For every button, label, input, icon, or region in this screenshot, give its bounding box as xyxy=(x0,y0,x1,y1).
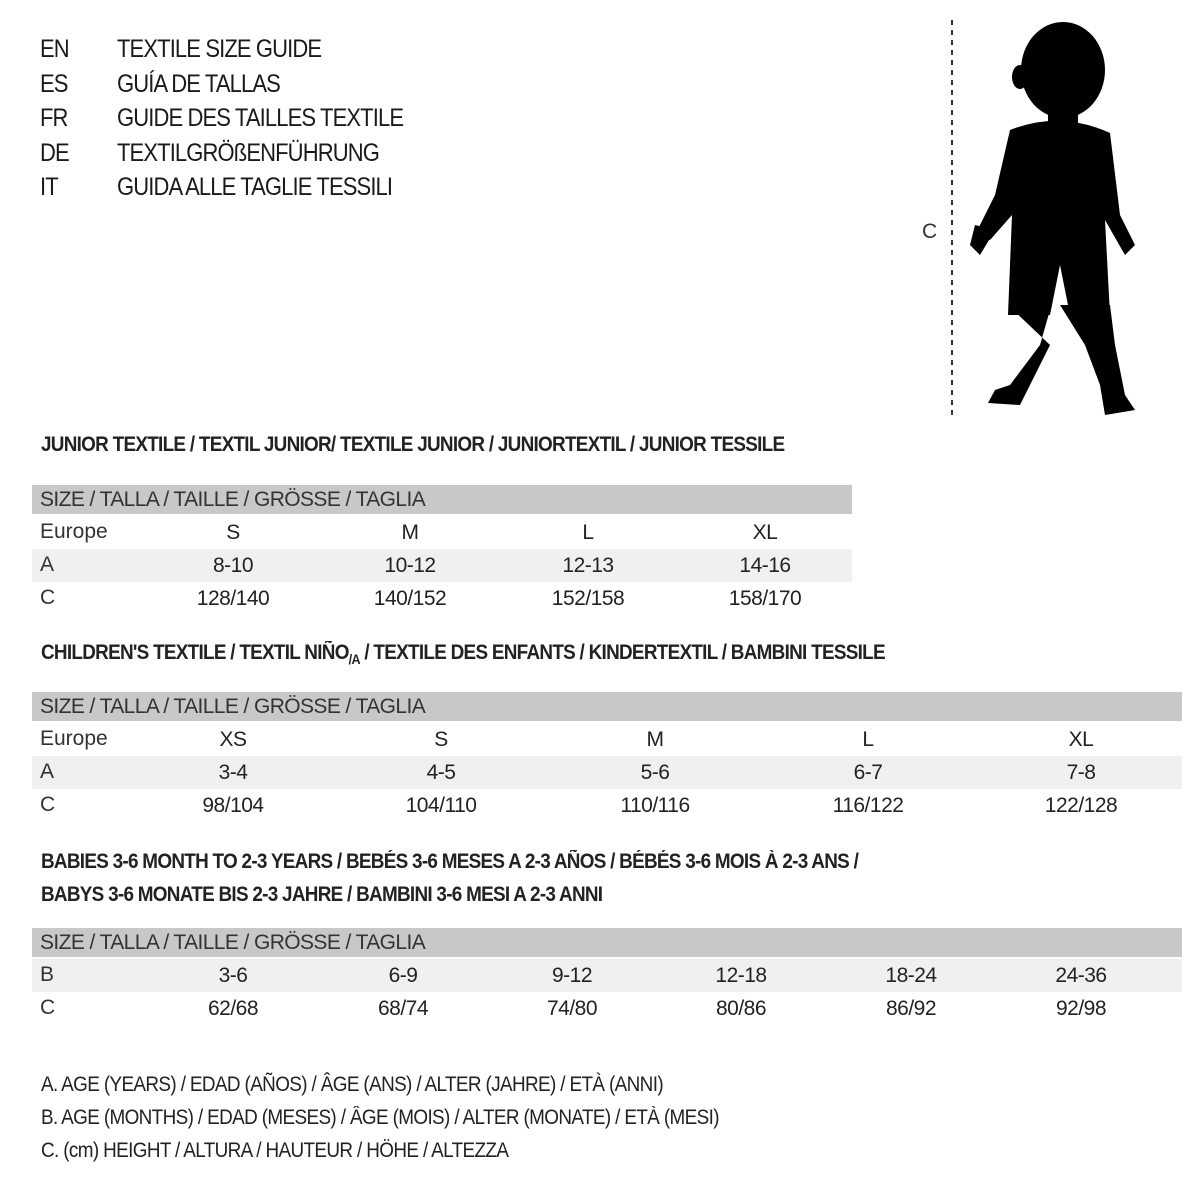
children-heading: CHILDREN'S TEXTILE / TEXTIL NIÑO/A / TEX… xyxy=(41,641,886,668)
table-cell: 8-10 xyxy=(212,554,254,577)
table-cell: S xyxy=(434,728,448,751)
children-heading-text: CHILDREN'S TEXTILE / TEXTIL NIÑO xyxy=(41,641,349,664)
language-code: EN xyxy=(40,35,70,63)
table-row: Europe S M L XL xyxy=(32,516,852,549)
table-cell: L xyxy=(862,728,874,751)
row-label: C xyxy=(40,996,56,1019)
children-size-table: SIZE / TALLA / TAILLE / GRÖSSE / TAGLIA E… xyxy=(32,692,1182,822)
table-cell: 12-13 xyxy=(562,554,614,577)
table-cell: 80/86 xyxy=(715,997,767,1020)
junior-size-table: SIZE / TALLA / TAILLE / GRÖSSE / TAGLIA E… xyxy=(32,485,852,615)
guide-title: GUIDA ALLE TAGLIE TESSILI xyxy=(117,173,393,201)
table-cell: 98/104 xyxy=(202,794,264,817)
table-cell: 6-7 xyxy=(853,761,883,784)
table-row: B 3-6 6-9 9-12 12-18 18-24 24-36 xyxy=(32,959,1182,992)
size-header-row: SIZE / TALLA / TAILLE / GRÖSSE / TAGLIA xyxy=(32,928,1182,957)
babies-size-table: SIZE / TALLA / TAILLE / GRÖSSE / TAGLIA B… xyxy=(32,928,1182,1025)
guide-title: GUIDE DES TAILLES TEXTILE xyxy=(117,104,404,132)
junior-heading: JUNIOR TEXTILE / TEXTIL JUNIOR/ TEXTILE … xyxy=(41,433,785,456)
legend-a: A. AGE (YEARS) / EDAD (AÑOS) / ÂGE (ANS)… xyxy=(41,1073,664,1096)
table-cell: 128/140 xyxy=(196,587,270,610)
table-cell: 152/158 xyxy=(551,587,625,610)
table-cell: 7-8 xyxy=(1066,761,1096,784)
guide-title: GUÍA DE TALLAS xyxy=(117,69,281,98)
legend-c: C. (cm) HEIGHT / ALTURA / HAUTEUR / HÖHE… xyxy=(41,1139,509,1162)
table-cell: 110/116 xyxy=(620,794,690,817)
table-cell: 122/128 xyxy=(1044,794,1118,817)
table-row: C 98/104 104/110 110/116 116/122 122/128 xyxy=(32,789,1182,822)
table-cell: 92/98 xyxy=(1055,997,1107,1020)
table-cell: 18-24 xyxy=(885,964,937,987)
table-cell: 140/152 xyxy=(373,587,447,610)
row-label: Europe xyxy=(40,520,108,543)
table-cell: 86/92 xyxy=(885,997,937,1020)
table-row: Europe XS S M L XL xyxy=(32,723,1182,756)
table-cell: M xyxy=(646,728,665,751)
guide-title: TEXTILGRÖßENFÜHRUNG xyxy=(117,138,380,167)
table-cell: 104/110 xyxy=(405,794,477,817)
table-row: A 3-4 4-5 5-6 6-7 7-8 xyxy=(32,756,1182,789)
children-heading-sub: /A xyxy=(348,651,361,668)
table-cell: 62/68 xyxy=(207,997,259,1020)
table-cell: XS xyxy=(219,728,247,751)
table-cell: 158/170 xyxy=(728,587,802,610)
language-code: DE xyxy=(40,138,70,167)
babies-heading-1: BABIES 3-6 MONTH TO 2-3 YEARS / BEBÉS 3-… xyxy=(41,850,859,873)
child-silhouette-icon: C xyxy=(922,20,1135,415)
row-label: Europe xyxy=(40,727,108,750)
row-label: B xyxy=(40,963,55,986)
table-cell: 6-9 xyxy=(388,964,418,987)
table-cell: 4-5 xyxy=(426,761,456,784)
measure-label: C xyxy=(922,220,937,243)
table-cell: 68/74 xyxy=(377,997,429,1020)
language-code: ES xyxy=(40,69,68,98)
table-cell: 3-6 xyxy=(218,964,248,987)
language-code: FR xyxy=(40,104,68,132)
language-code: IT xyxy=(40,173,59,201)
table-cell: 10-12 xyxy=(384,554,436,577)
table-cell: 12-18 xyxy=(715,964,767,987)
legend-b: B. AGE (MONTHS) / EDAD (MESES) / ÂGE (MO… xyxy=(41,1106,719,1129)
table-cell: 9-12 xyxy=(551,964,593,987)
table-cell: M xyxy=(401,521,420,544)
table-cell: 24-36 xyxy=(1055,964,1107,987)
size-header-row: SIZE / TALLA / TAILLE / GRÖSSE / TAGLIA xyxy=(32,692,1182,721)
table-cell: 5-6 xyxy=(640,761,670,784)
row-label: A xyxy=(40,553,55,576)
table-row: C 128/140 140/152 152/158 158/170 xyxy=(32,582,852,615)
table-cell: XL xyxy=(752,521,778,544)
babies-heading-2: BABYS 3-6 MONATE BIS 2-3 JAHRE / BAMBINI… xyxy=(41,883,603,906)
row-label: C xyxy=(40,586,56,609)
guide-title: TEXTILE SIZE GUIDE xyxy=(117,35,322,63)
table-cell: 74/80 xyxy=(546,997,598,1020)
table-cell: 3-4 xyxy=(218,761,248,784)
table-cell: XL xyxy=(1068,728,1094,751)
table-cell: S xyxy=(226,521,240,544)
table-cell: 116/122 xyxy=(832,794,904,817)
row-label: C xyxy=(40,793,56,816)
table-cell: 14-16 xyxy=(739,554,791,577)
table-row: C 62/68 68/74 74/80 80/86 86/92 92/98 xyxy=(32,992,1182,1025)
size-header-row: SIZE / TALLA / TAILLE / GRÖSSE / TAGLIA xyxy=(32,485,852,514)
children-heading-rest: / TEXTILE DES ENFANTS / KINDERTEXTIL / B… xyxy=(359,641,885,664)
table-cell: L xyxy=(582,521,594,544)
table-row: A 8-10 10-12 12-13 14-16 xyxy=(32,549,852,582)
row-label: A xyxy=(40,760,55,783)
